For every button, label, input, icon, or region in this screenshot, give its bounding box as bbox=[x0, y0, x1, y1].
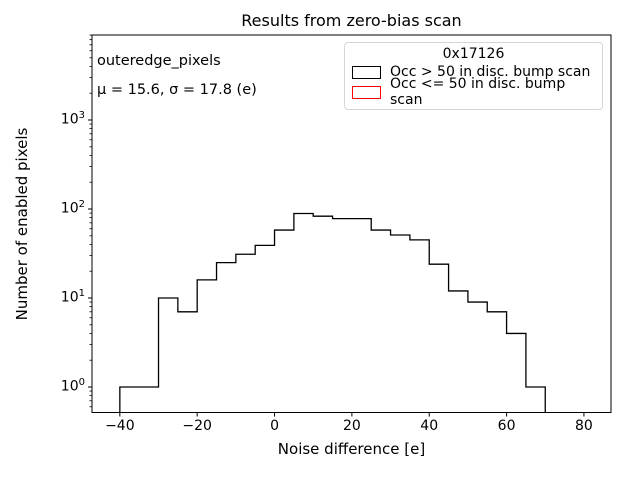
y-tick-label: 102 bbox=[60, 199, 85, 217]
annotation-mu-sigma: μ = 15.6, σ = 17.8 (e) bbox=[97, 82, 257, 98]
legend-swatch-black-outline bbox=[352, 65, 381, 79]
x-tick-label: 0 bbox=[270, 418, 279, 434]
x-tick-label: 40 bbox=[420, 418, 439, 434]
legend-box: 0x17126 Occ > 50 in disc. bump scan Occ … bbox=[344, 42, 603, 110]
legend-swatch-red-outline bbox=[352, 85, 381, 99]
annotation-dataset-name: outeredge_pixels bbox=[97, 53, 221, 69]
y-axis-label: Number of enabled pixels bbox=[13, 127, 31, 321]
x-tick-label: −40 bbox=[105, 418, 135, 434]
legend-entry-label: Occ > 50 in disc. bump scan bbox=[390, 64, 591, 80]
x-tick-label: 20 bbox=[342, 418, 361, 434]
x-tick-label: 60 bbox=[497, 418, 516, 434]
stats-annotation: outeredge_pixels μ = 15.6, σ = 17.8 (e) bbox=[97, 47, 257, 105]
x-axis-label: Noise difference [e] bbox=[277, 440, 426, 458]
x-tick-label: −20 bbox=[182, 418, 212, 434]
legend-title: 0x17126 bbox=[442, 46, 505, 62]
y-tick-label: 103 bbox=[60, 110, 85, 128]
x-tick-label: 80 bbox=[575, 418, 593, 434]
chart-title: Results from zero-bias scan bbox=[241, 11, 462, 30]
legend-entry: Occ <= 50 in disc. bump scan bbox=[345, 76, 602, 108]
y-tick-label: 101 bbox=[60, 288, 85, 306]
legend-entry-label: Occ <= 50 in disc. bump scan bbox=[390, 76, 566, 108]
y-tick-label: 100 bbox=[60, 377, 85, 395]
legend-entry: Occ > 50 in disc. bump scan bbox=[345, 62, 602, 82]
histogram-step-line bbox=[119, 212, 546, 413]
